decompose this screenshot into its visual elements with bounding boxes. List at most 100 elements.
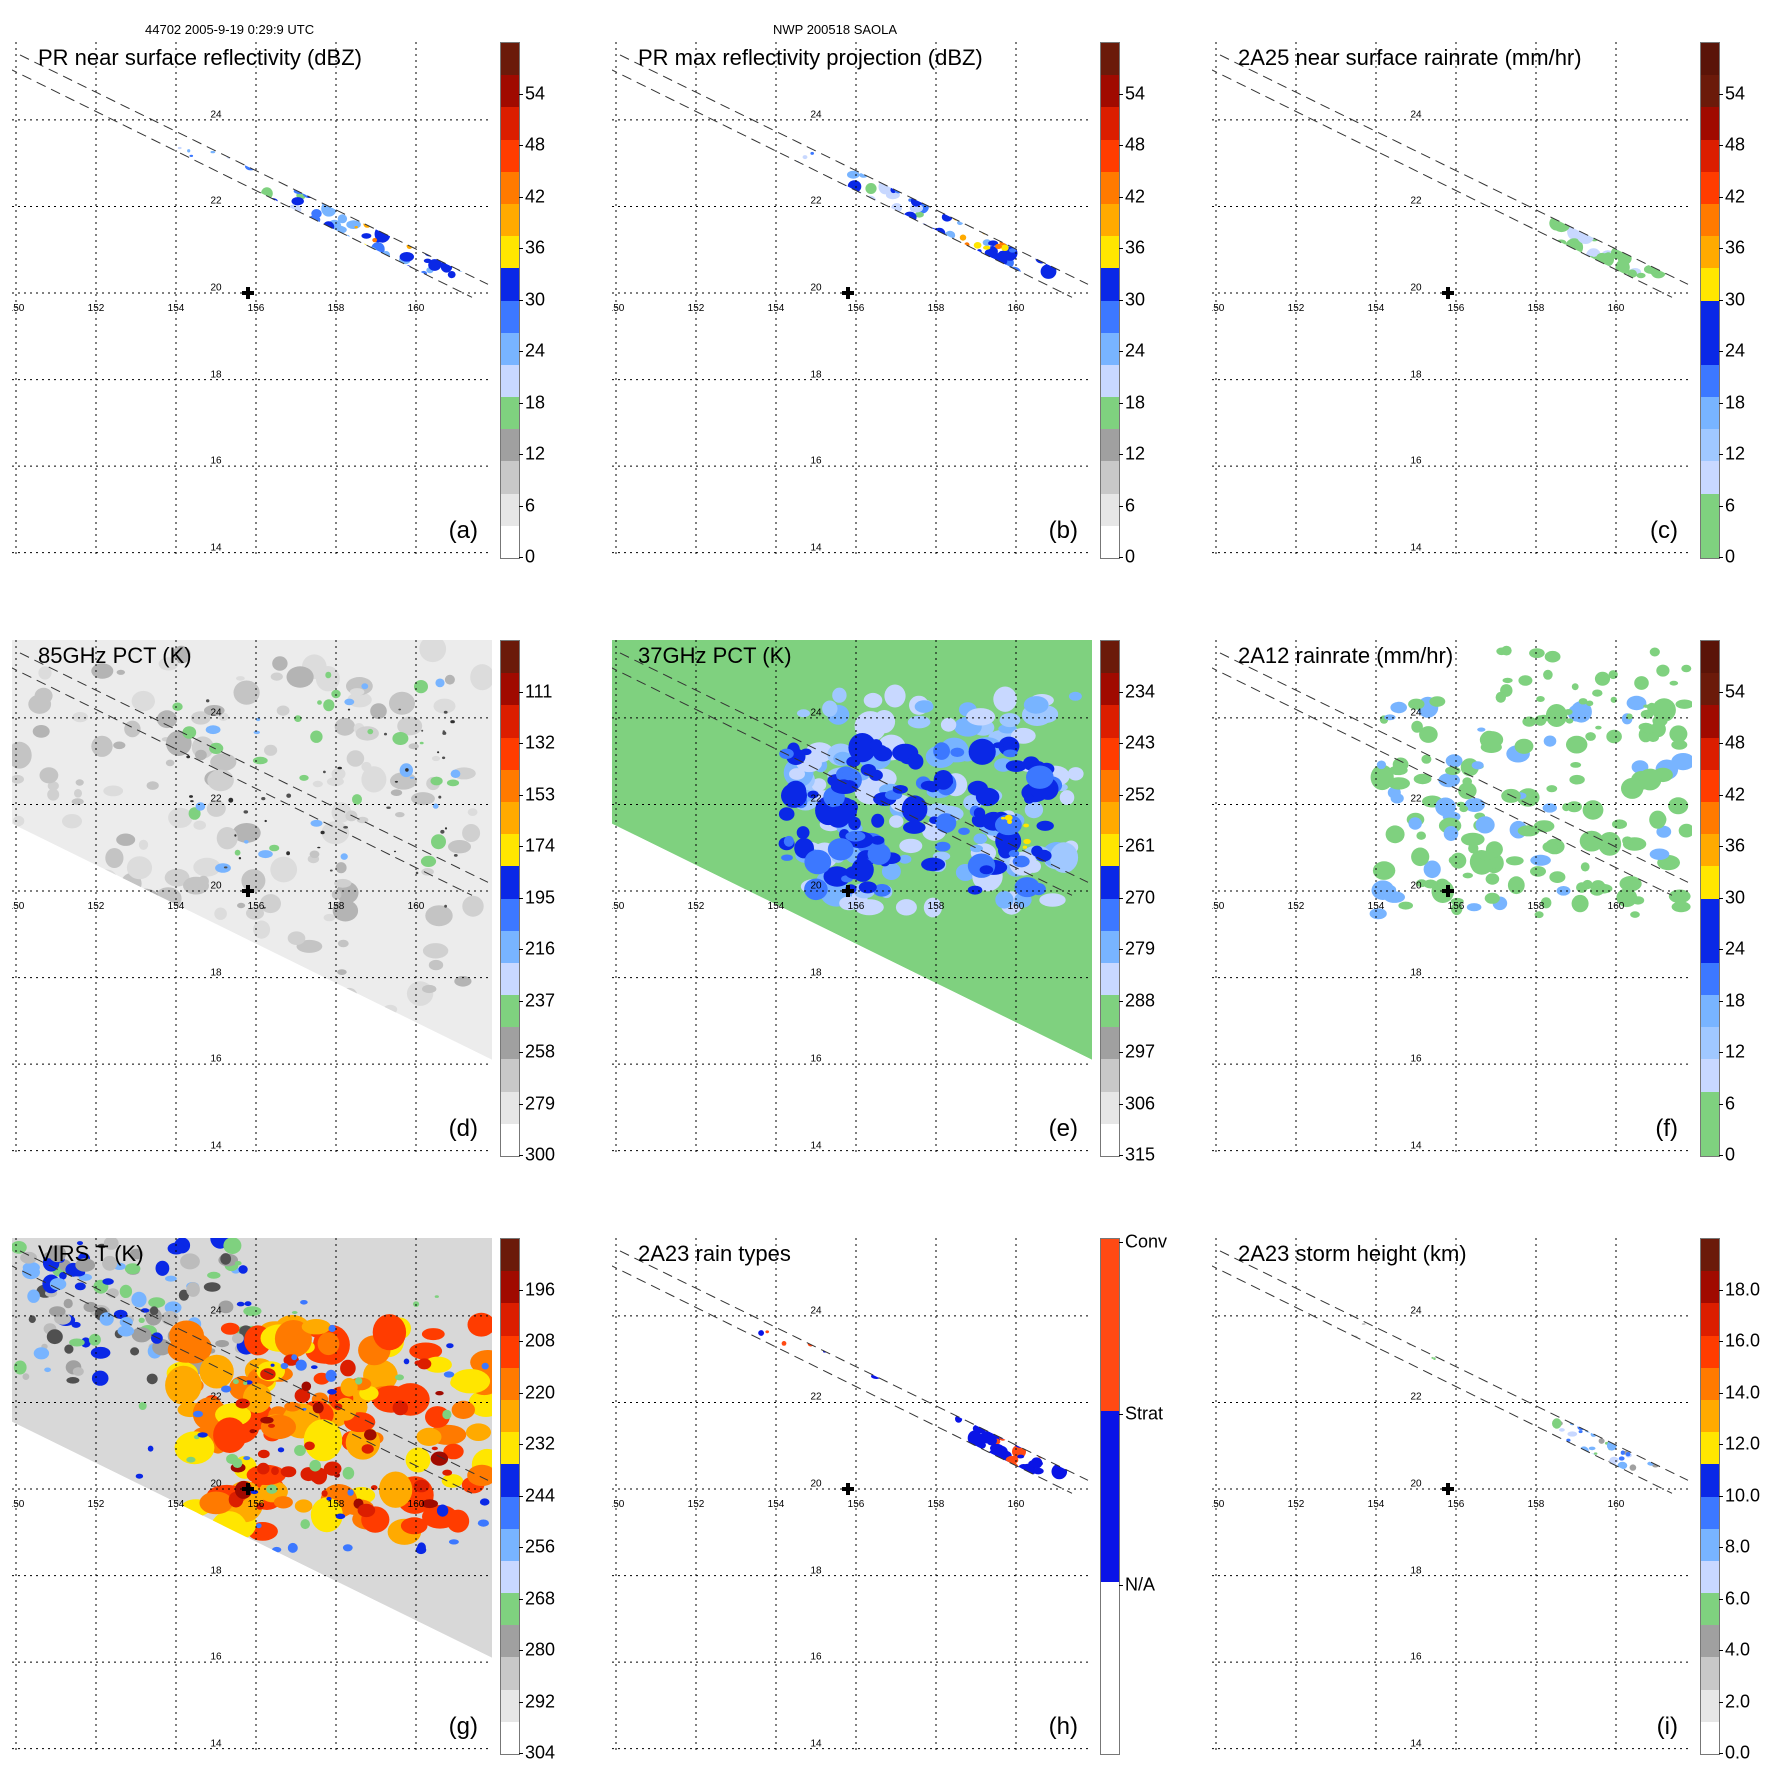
scattering-cell bbox=[215, 863, 231, 873]
colorbar-tick-label: 42 bbox=[1725, 784, 1746, 804]
latitude-label: 24 bbox=[210, 1305, 222, 1317]
colorbar-segment bbox=[501, 768, 519, 802]
colorbar-tick-label: Conv bbox=[1125, 1231, 1168, 1252]
brightness-patch bbox=[361, 761, 372, 772]
rain-signal bbox=[796, 826, 810, 840]
colorbar-tickmark bbox=[1719, 1052, 1723, 1053]
graticule bbox=[612, 640, 1092, 1155]
echo-cell bbox=[899, 231, 909, 240]
convective-cell bbox=[419, 208, 425, 212]
colorbar-segment bbox=[1701, 1559, 1719, 1594]
brightness-patch bbox=[370, 703, 387, 719]
storm-center-icon bbox=[1442, 1483, 1454, 1496]
scattering-cell bbox=[431, 834, 446, 850]
echo-cell bbox=[321, 170, 333, 178]
colorbar-segment bbox=[501, 138, 519, 172]
echo-cell bbox=[189, 154, 194, 157]
height-cell bbox=[1361, 1323, 1366, 1325]
echo-cell bbox=[925, 130, 931, 136]
height-cell bbox=[1623, 1436, 1628, 1440]
rain-type-cell bbox=[953, 1309, 958, 1313]
colorbar-segment bbox=[1701, 1122, 1719, 1156]
scattering-cell bbox=[310, 730, 323, 743]
echo-cell bbox=[958, 111, 969, 117]
colorbar-segment bbox=[501, 1302, 519, 1336]
echo-cell bbox=[306, 228, 313, 231]
rain-cell bbox=[1555, 262, 1567, 276]
rain-cell bbox=[1549, 169, 1562, 181]
cold-pixel bbox=[437, 751, 440, 754]
cloud-edge bbox=[446, 1343, 454, 1349]
height-cell bbox=[1571, 1414, 1575, 1418]
cloud-patch bbox=[63, 1298, 73, 1309]
echo-cell bbox=[307, 192, 314, 196]
height-cell bbox=[1544, 1343, 1552, 1350]
cold-cloud bbox=[416, 1427, 442, 1446]
echo-cell bbox=[791, 100, 798, 105]
brightness-patch bbox=[32, 725, 50, 738]
cloud-patch bbox=[102, 1255, 118, 1271]
rain-type-cell bbox=[1039, 1445, 1048, 1450]
brightness-patch bbox=[337, 939, 349, 948]
colorbar-segment bbox=[1101, 299, 1119, 333]
rain-type-cell bbox=[1022, 1423, 1031, 1433]
rain-type-cell bbox=[1019, 1420, 1034, 1436]
brightness-patch bbox=[454, 976, 472, 987]
rain-cell bbox=[1638, 768, 1662, 791]
echo-cell bbox=[270, 112, 284, 124]
echo-cell bbox=[917, 142, 928, 153]
latitude-label: 18 bbox=[1410, 967, 1422, 979]
echo-cell bbox=[853, 135, 862, 142]
cold-pixel bbox=[405, 768, 409, 772]
rain-type-cell bbox=[810, 1299, 816, 1305]
brightness-patch bbox=[390, 789, 403, 796]
warm-patch bbox=[854, 899, 884, 916]
cold-pixel bbox=[343, 826, 348, 829]
brightness-patch bbox=[287, 931, 306, 945]
echo-cell bbox=[309, 140, 314, 146]
brightness-patch bbox=[422, 984, 437, 994]
echo-cell bbox=[812, 88, 818, 94]
cold-cloud bbox=[470, 1350, 492, 1375]
scattering-cell bbox=[352, 794, 362, 805]
pr-swath-edges bbox=[612, 1250, 1089, 1494]
colorbar-tickmark bbox=[1119, 351, 1123, 352]
rain-cell bbox=[1567, 159, 1575, 167]
longitude-label: 160 bbox=[407, 303, 425, 314]
rain-type-cell bbox=[1026, 1403, 1034, 1408]
height-cell bbox=[1651, 1449, 1659, 1454]
rain-cell bbox=[1450, 897, 1464, 905]
rain-cell bbox=[1518, 675, 1533, 686]
echo-cell bbox=[981, 201, 988, 206]
echo-cell bbox=[957, 247, 963, 252]
height-cell bbox=[1488, 1376, 1499, 1383]
latitude-label: 18 bbox=[810, 967, 822, 979]
latitude-label: 18 bbox=[810, 369, 822, 381]
coldest-top bbox=[304, 1441, 315, 1451]
colorbar-segment bbox=[1701, 235, 1719, 269]
echo-cell bbox=[966, 117, 977, 128]
colorbar-segment bbox=[1101, 460, 1119, 494]
panel-title: 2A12 rainrate (mm/hr) bbox=[1238, 643, 1454, 668]
convective-cell bbox=[362, 243, 367, 248]
rain-type-cell bbox=[879, 1365, 893, 1373]
rain-type-cell bbox=[812, 1320, 815, 1324]
echo-cell bbox=[404, 239, 409, 243]
rain-cell bbox=[1655, 219, 1665, 224]
colorbar-segment bbox=[1701, 331, 1719, 365]
echo-cell bbox=[331, 238, 346, 250]
echo-cell bbox=[161, 76, 168, 83]
echo-cell bbox=[959, 133, 971, 142]
coldest-top bbox=[256, 1503, 264, 1510]
colorbar-tickmark bbox=[1719, 1155, 1723, 1156]
brightness-patch bbox=[323, 913, 336, 922]
brightness-patch bbox=[195, 749, 207, 761]
brightness-patch bbox=[165, 759, 175, 767]
colorbar-tick-label: 6.0 bbox=[1725, 1588, 1751, 1608]
echo-cell bbox=[1063, 200, 1074, 207]
brightness-patch bbox=[172, 645, 191, 664]
colorbar-segment bbox=[501, 961, 519, 996]
height-cell bbox=[1578, 1323, 1584, 1328]
height-cell bbox=[1572, 1407, 1580, 1414]
rain-cell bbox=[1671, 753, 1692, 771]
